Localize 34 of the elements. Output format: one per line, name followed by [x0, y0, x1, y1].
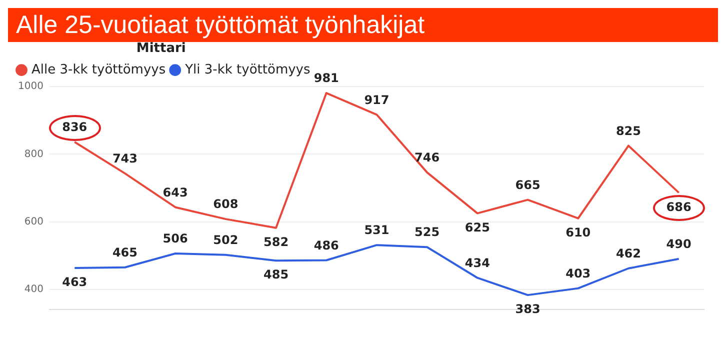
data-label: 383: [515, 302, 540, 316]
data-label: 625: [464, 220, 490, 234]
data-label: 582: [263, 234, 289, 249]
data-label: 981: [314, 71, 339, 86]
y-tick-label: 400: [24, 284, 44, 295]
data-label: 502: [213, 232, 238, 247]
data-label: 462: [616, 246, 642, 261]
y-tick-label: 1000: [18, 81, 44, 92]
chart-title: Alle 25-vuotiaat työttömät työnhakijat: [8, 8, 718, 42]
data-label: 486: [314, 238, 339, 252]
legend-label: Alle 3-kk työttömyys: [32, 62, 166, 78]
legend-label: Yli 3-kk työttömyys: [184, 62, 311, 78]
data-label: 686: [666, 200, 692, 214]
data-label: 825: [616, 124, 642, 138]
y-tick-label: 800: [24, 148, 44, 160]
data-label: 525: [414, 225, 440, 240]
data-label: 463: [62, 275, 88, 290]
data-label: 610: [566, 226, 591, 240]
data-label: 743: [112, 152, 138, 166]
data-label: 506: [162, 232, 188, 246]
data-label: 403: [566, 266, 591, 280]
data-label: 531: [364, 223, 390, 238]
data-label: 485: [263, 268, 289, 282]
data-label: 608: [213, 197, 238, 212]
data-label: 836: [62, 120, 88, 134]
data-label: 465: [112, 245, 138, 260]
data-label: 665: [515, 178, 540, 192]
data-label: 490: [666, 237, 692, 252]
y-tick-label: 600: [24, 216, 44, 228]
data-label: 434: [464, 256, 490, 270]
legend-title: Mittari: [136, 40, 186, 56]
data-label: 746: [414, 150, 440, 165]
data-label: 643: [162, 185, 188, 200]
data-label: 917: [364, 92, 390, 107]
